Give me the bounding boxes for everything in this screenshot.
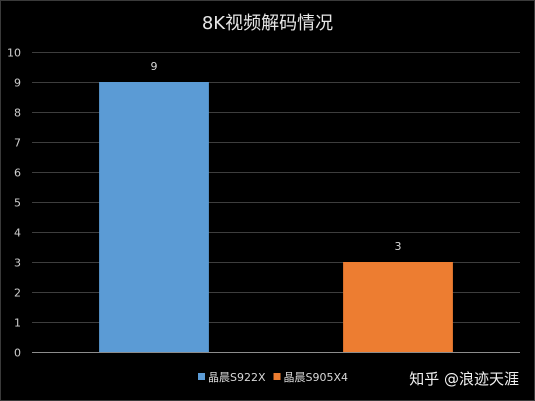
y-tick-label: 8 — [14, 107, 21, 120]
bar — [343, 262, 453, 352]
y-tick-label: 6 — [14, 167, 21, 180]
y-axis-ticks: 0 1 2 3 4 5 6 7 8 9 10 — [7, 47, 21, 360]
legend-label: 晶晨S922X — [208, 371, 266, 384]
bars — [99, 82, 453, 352]
bar — [99, 82, 209, 352]
data-label: 3 — [395, 240, 402, 253]
legend-swatch — [198, 373, 205, 380]
legend-swatch — [273, 373, 281, 380]
watermark: 知乎 @浪迹天涯 — [409, 370, 519, 388]
y-tick-label: 5 — [14, 197, 21, 210]
legend: 晶晨S922X 晶晨S905X4 — [198, 371, 348, 384]
y-tick-label: 2 — [14, 287, 21, 300]
y-tick-label: 1 — [14, 317, 21, 330]
y-tick-label: 7 — [14, 137, 21, 150]
y-tick-label: 10 — [7, 47, 21, 60]
data-label: 9 — [151, 60, 158, 73]
y-tick-label: 4 — [14, 227, 21, 240]
y-tick-label: 0 — [14, 347, 21, 360]
legend-label: 晶晨S905X4 — [284, 371, 349, 384]
chart-title: 8K视频解码情况 — [201, 13, 334, 34]
data-labels: 93 — [151, 60, 402, 253]
y-tick-label: 9 — [14, 77, 21, 90]
y-tick-label: 3 — [14, 257, 21, 270]
